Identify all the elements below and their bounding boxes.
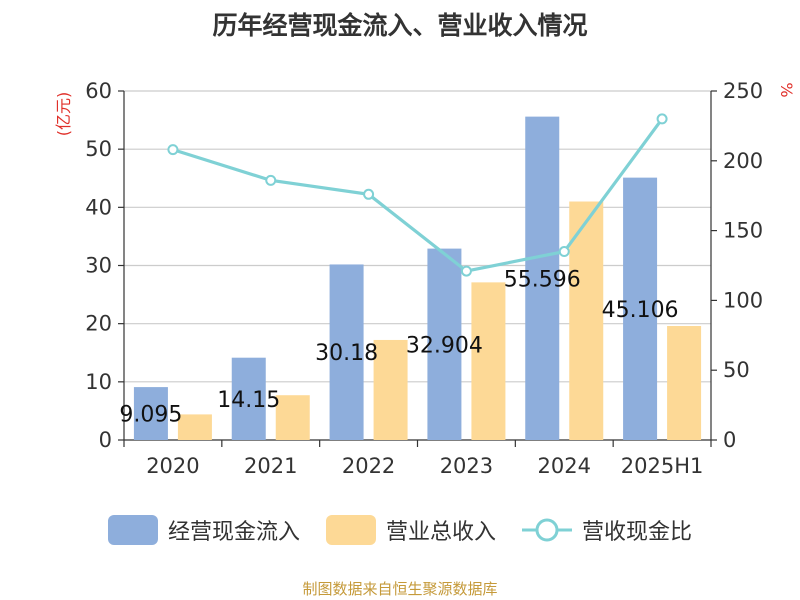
bar-revenue-1 — [275, 395, 310, 440]
data-label-cash-inflow-2: 30.18 — [315, 341, 378, 366]
y-left-tick-label-0: 0 — [99, 428, 112, 452]
legend-item-cash-inflow[interactable]: 经营现金流入 — [107, 514, 300, 546]
x-tick-label-5: 2025H1 — [621, 454, 704, 478]
legend-label-revenue: 营业总收入 — [385, 520, 496, 545]
legend-item-ratio[interactable]: 营收现金比 — [522, 514, 692, 546]
legend-ratio-marker — [535, 518, 559, 542]
point-ratio-3 — [460, 265, 472, 277]
y-left-tick-label-4: 40 — [85, 195, 112, 219]
bar-cash-inflow-5 — [623, 177, 658, 441]
point-ratio-4 — [558, 246, 570, 258]
y-left-tick-label-6: 60 — [85, 79, 112, 103]
y-left-unit: (亿元) — [54, 92, 73, 137]
legend-swatch-cash-inflow — [107, 515, 158, 545]
y-right-tick-label-3: 150 — [723, 219, 763, 243]
bar-cash-inflow-0 — [133, 387, 168, 440]
line-ratio — [172, 117, 664, 273]
x-tick-label-4: 2024 — [538, 454, 591, 478]
bar-cash-inflow-2 — [329, 264, 364, 440]
bar-cash-inflow-4 — [525, 116, 560, 440]
data-label-cash-inflow-0: 9.095 — [119, 403, 182, 428]
y-right-tick-label-4: 200 — [723, 149, 763, 173]
legend-item-revenue[interactable]: 营业总收入 — [325, 514, 496, 546]
y-left-tick-label-5: 50 — [85, 137, 112, 161]
y-left-tick-label-2: 20 — [85, 312, 112, 336]
y-left-tick-label-1: 10 — [85, 370, 112, 394]
x-tick-label-2: 2022 — [342, 454, 395, 478]
y-right-tick-label-2: 100 — [723, 288, 763, 312]
bar-revenue-2 — [373, 339, 408, 440]
data-label-cash-inflow-4: 55.596 — [504, 267, 581, 292]
y-right-tick-label-5: 250 — [723, 79, 763, 103]
y-right-tick-label-1: 50 — [723, 358, 750, 382]
point-ratio-1 — [265, 174, 277, 186]
y-left-tick-label-3: 30 — [85, 254, 112, 278]
point-ratio-2 — [363, 188, 375, 200]
x-tick-label-1: 2021 — [244, 454, 297, 478]
bar-cash-inflow-1 — [231, 357, 266, 440]
legend: 经营现金流入 营业总收入 营收现金比 — [0, 514, 800, 546]
y-right-unit: % — [777, 82, 796, 97]
bar-revenue-3 — [471, 282, 506, 440]
bar-revenue-4 — [569, 201, 604, 440]
data-label-cash-inflow-3: 32.904 — [406, 333, 483, 358]
data-label-cash-inflow-5: 45.106 — [602, 298, 679, 323]
x-tick-label-3: 2023 — [440, 454, 493, 478]
y-right-tick-label-0: 0 — [723, 428, 736, 452]
bar-cash-inflow-3 — [427, 248, 462, 440]
legend-label-ratio: 营收现金比 — [582, 520, 693, 545]
legend-swatch-revenue — [325, 515, 376, 545]
point-ratio-5 — [656, 113, 668, 125]
data-label-cash-inflow-1: 14.15 — [217, 388, 280, 413]
legend-label-cash-inflow: 经营现金流入 — [167, 520, 300, 545]
bar-revenue-0 — [177, 414, 212, 440]
chart-title: 历年经营现金流入、营业收入情况 — [212, 11, 588, 40]
x-tick-label-0: 2020 — [146, 454, 199, 478]
source-note: 制图数据来自恒生聚源数据库 — [302, 580, 498, 598]
legend-swatch-ratio — [522, 518, 572, 542]
bar-revenue-5 — [667, 325, 702, 440]
point-ratio-0 — [167, 144, 179, 156]
